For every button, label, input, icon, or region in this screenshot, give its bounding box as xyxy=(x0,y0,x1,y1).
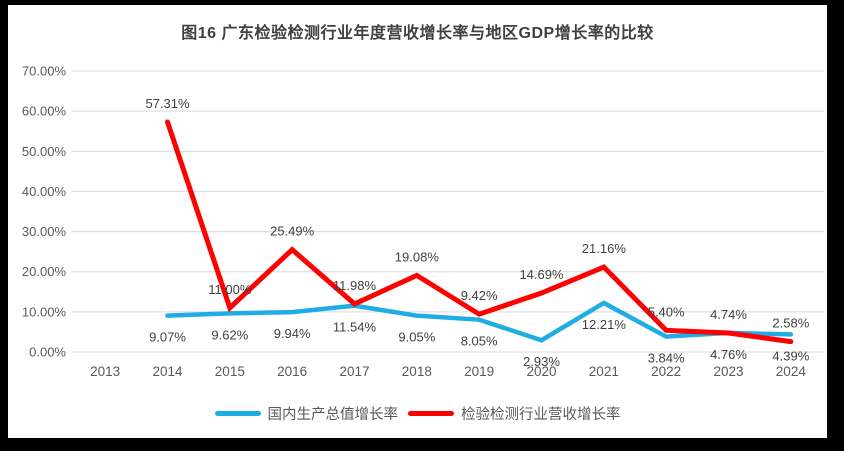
data-label-industry-revenue-growth: 2.58% xyxy=(772,316,809,331)
data-label-gdp-growth: 4.39% xyxy=(772,348,809,363)
data-label-gdp-growth: 9.07% xyxy=(149,330,186,345)
data-label-gdp-growth: 9.62% xyxy=(211,327,248,342)
legend-swatch-gdp-line xyxy=(214,411,261,416)
data-label-gdp-growth: 3.84% xyxy=(648,351,685,366)
data-label-gdp-growth: 11.54% xyxy=(333,320,377,335)
data-label-gdp-growth: 4.76% xyxy=(710,347,747,362)
y-axis-tick-label: 60.00% xyxy=(22,104,67,119)
y-axis-tick-label: 20.00% xyxy=(22,264,67,279)
x-axis-year-label: 2019 xyxy=(464,364,494,379)
series-line-gdp-growth xyxy=(165,300,794,343)
data-label-gdp-growth: 2.93% xyxy=(523,354,560,369)
data-label-industry-revenue-growth: 9.42% xyxy=(461,288,498,303)
x-axis-year-label: 2015 xyxy=(215,364,245,379)
y-axis-tick-label: 50.00% xyxy=(22,144,67,159)
legend-item-industry-revenue: 检验检测行业营收增长率 xyxy=(408,403,621,424)
data-label-gdp-growth: 9.94% xyxy=(274,326,311,341)
data-label-industry-revenue-growth: 11.00% xyxy=(208,282,252,297)
chart-legend: 国内生产总值增长率 检验检测行业营收增长率 xyxy=(8,403,827,424)
data-label-industry-revenue-growth: 5.40% xyxy=(648,304,685,319)
y-axis-tick-label: 70.00% xyxy=(22,64,67,79)
y-axis-tick-label: 30.00% xyxy=(22,224,67,239)
legend-swatch-industry-line xyxy=(408,411,454,416)
x-axis-year-label: 2023 xyxy=(713,364,743,379)
data-label-gdp-growth: 9.05% xyxy=(398,330,435,345)
y-axis-tick-label: 40.00% xyxy=(22,184,67,199)
data-label-industry-revenue-growth: 21.16% xyxy=(582,241,627,256)
series-line-industry-revenue-growth xyxy=(165,119,794,345)
chart-panel: 图16 广东检验检测行业年度营收增长率与地区GDP增长率的比较 0.00% 10.… xyxy=(8,5,827,438)
legend-label-gdp-growth: 国内生产总值增长率 xyxy=(267,407,399,423)
x-axis-year-label: 2014 xyxy=(152,364,183,379)
x-axis-year-label: 2020 xyxy=(526,364,556,379)
data-label-industry-revenue-growth: 11.98% xyxy=(333,278,377,293)
x-axis-year-label: 2024 xyxy=(776,364,807,379)
legend-item-gdp-growth: 国内生产总值增长率 xyxy=(214,403,399,424)
x-axis-year-label: 2013 xyxy=(90,364,120,379)
x-axis-year-label: 2021 xyxy=(589,364,619,379)
data-label-gdp-growth: 12.21% xyxy=(582,317,627,332)
x-axis-year-label: 2018 xyxy=(402,364,432,379)
data-label-industry-revenue-growth: 14.69% xyxy=(519,267,564,282)
x-axis-year-label: 2016 xyxy=(277,364,307,379)
legend-label-industry-revenue: 检验检测行业营收增长率 xyxy=(461,407,621,423)
y-axis-tick-label: 10.00% xyxy=(22,304,67,319)
data-label-industry-revenue-growth: 25.49% xyxy=(270,224,315,239)
data-label-industry-revenue-growth: 4.74% xyxy=(710,307,747,322)
y-axis-tick-label: 0.00% xyxy=(29,345,66,360)
x-axis-year-label: 2022 xyxy=(651,364,681,379)
data-label-industry-revenue-growth: 19.08% xyxy=(395,249,440,264)
data-label-industry-revenue-growth: 57.31% xyxy=(145,96,190,111)
line-chart: 0.00% 10.00% 20.00% 30.00% 40.00% 50.00% 60.00… xyxy=(22,64,824,379)
x-axis-year-label: 2017 xyxy=(339,364,369,379)
data-label-gdp-growth: 8.05% xyxy=(461,334,498,349)
chart-title: 图16 广东检验检测行业年度营收增长率与地区GDP增长率的比较 xyxy=(181,25,654,42)
